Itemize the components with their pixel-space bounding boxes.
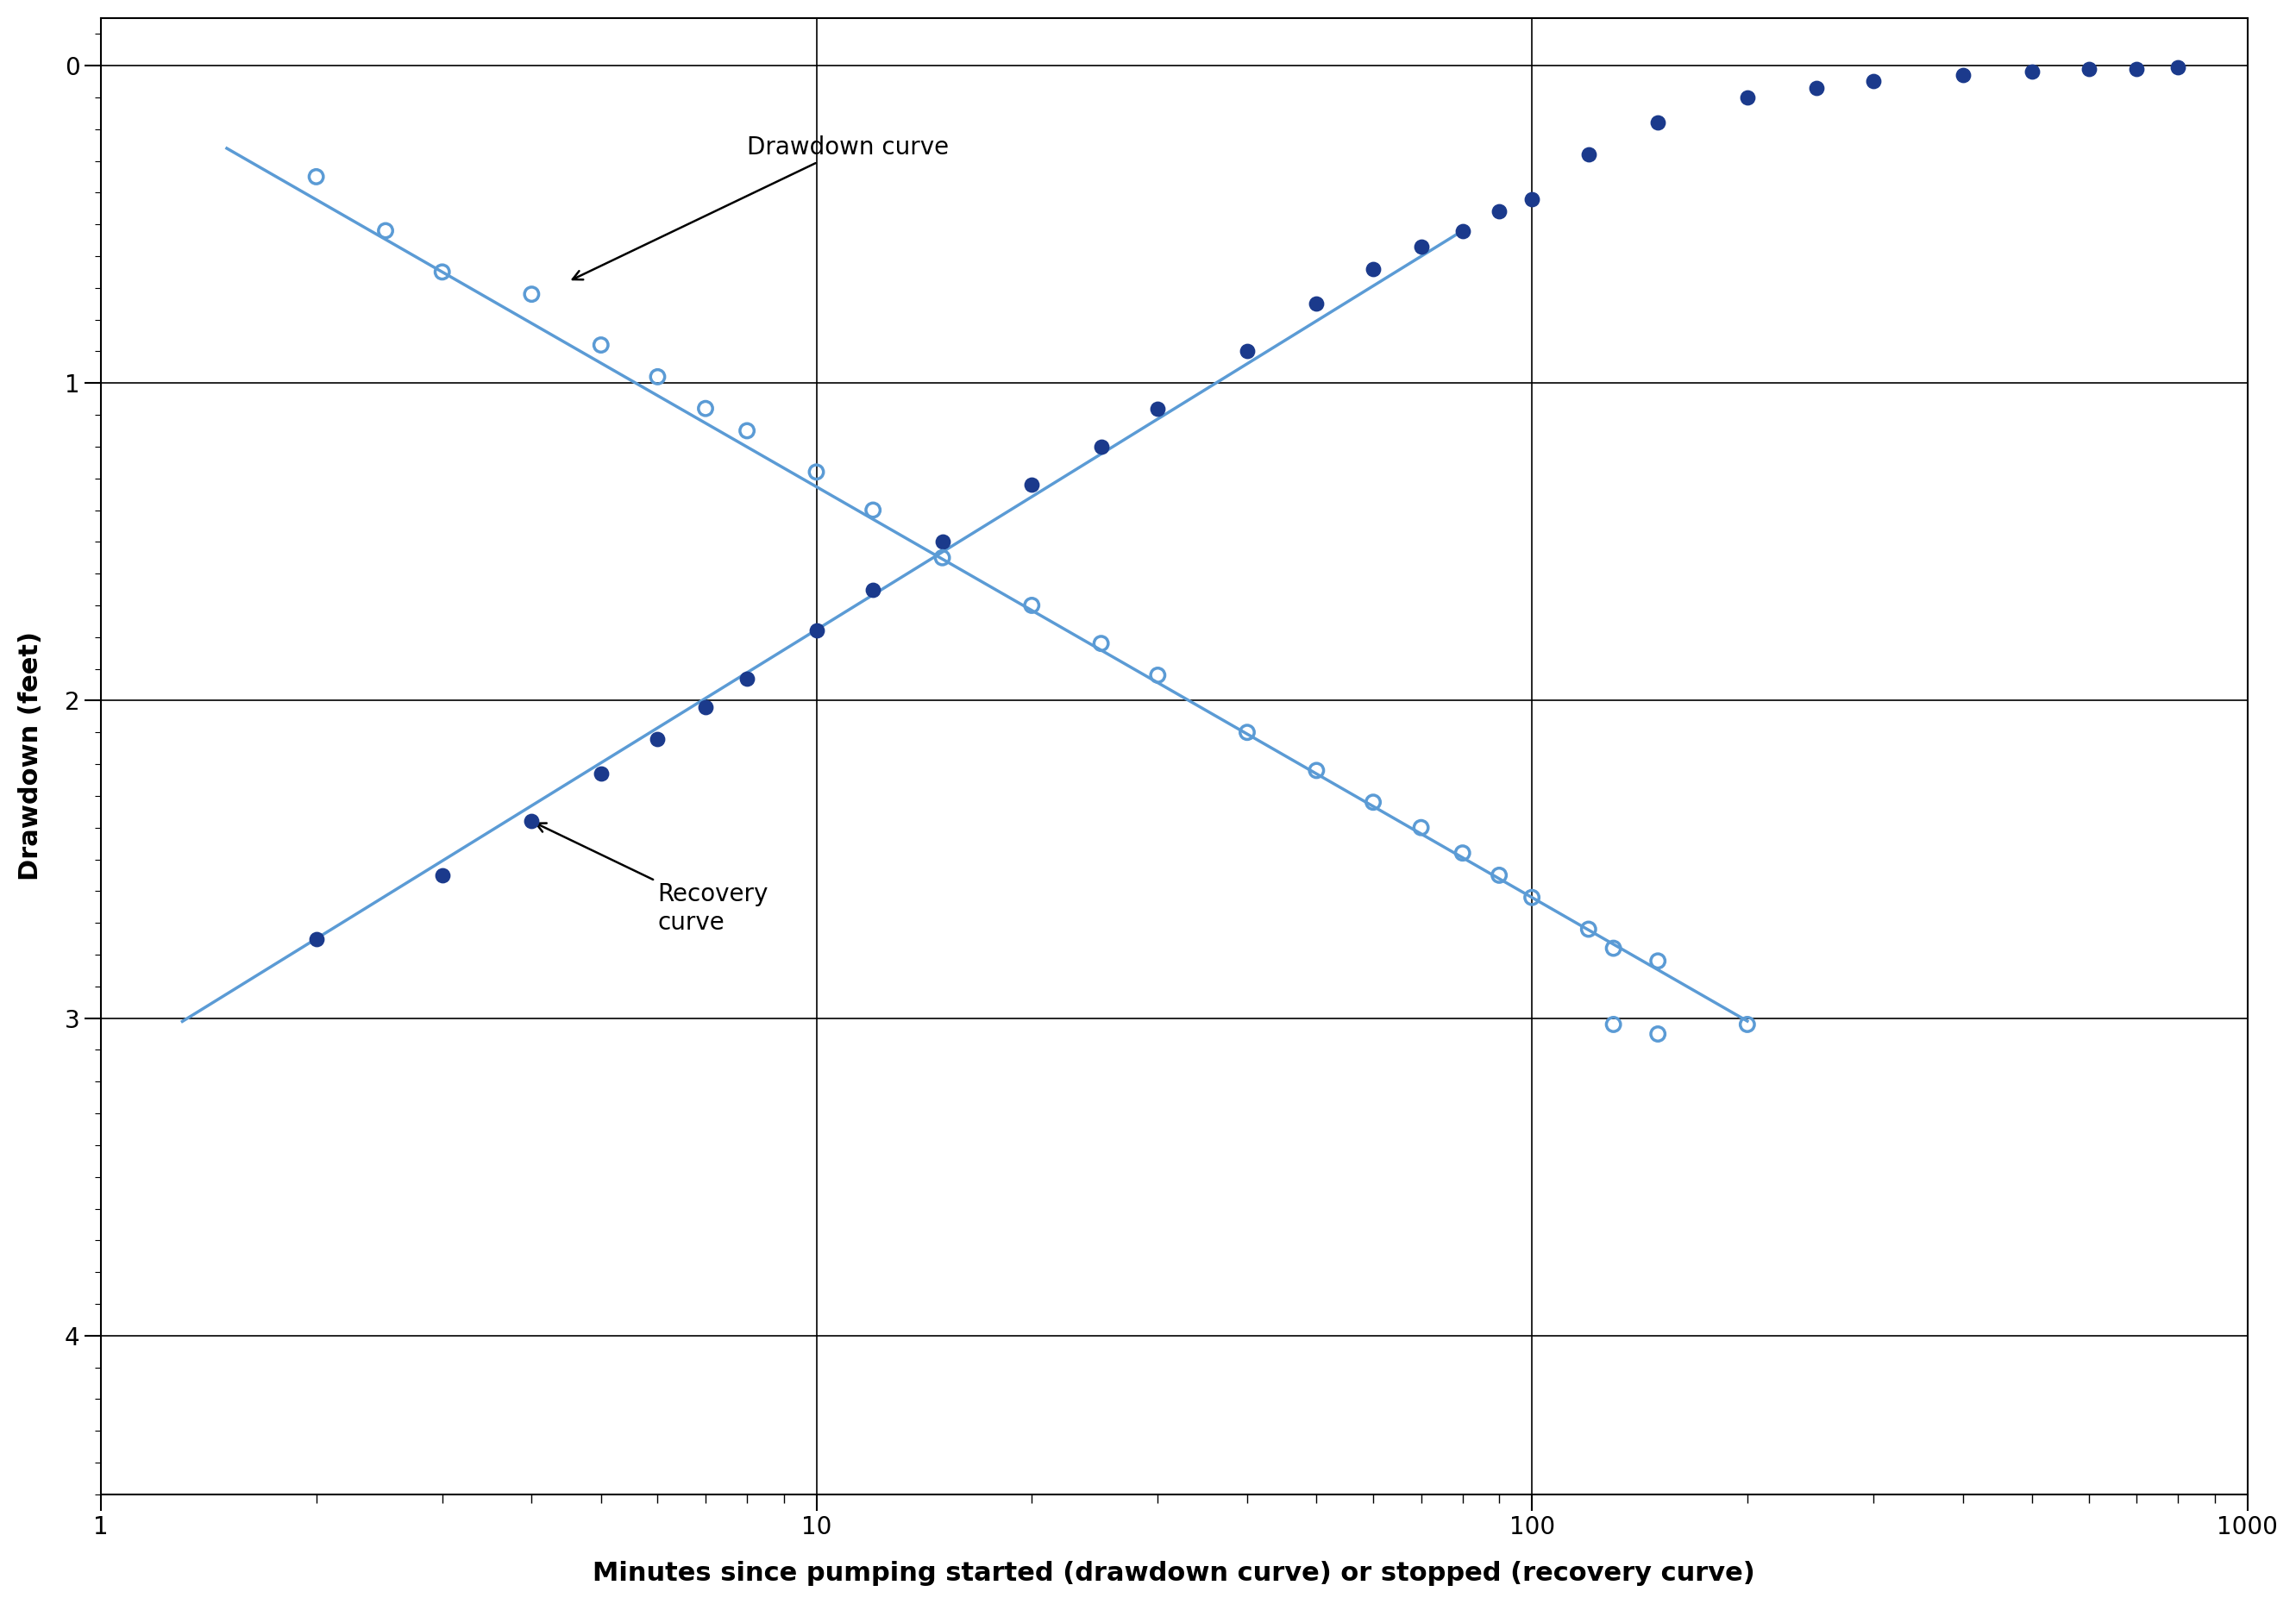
Text: Drawdown curve: Drawdown curve — [572, 135, 948, 279]
Point — [1855, 69, 1892, 95]
Point — [425, 863, 461, 889]
Point — [2119, 56, 2156, 82]
Point — [298, 164, 335, 189]
Point — [1639, 111, 1676, 136]
Point — [1729, 85, 1766, 111]
Point — [2161, 55, 2197, 80]
X-axis label: Minutes since pumping started (drawdown curve) or stopped (recovery curve): Minutes since pumping started (drawdown … — [592, 1561, 1756, 1586]
Point — [1297, 757, 1334, 783]
Point — [923, 529, 960, 555]
Point — [2071, 56, 2108, 82]
Point — [1139, 662, 1176, 688]
Point — [367, 218, 404, 244]
Point — [854, 577, 891, 603]
Point — [514, 808, 551, 834]
Point — [1513, 186, 1550, 212]
Point — [1355, 789, 1391, 815]
Point — [1139, 396, 1176, 422]
Point — [1639, 948, 1676, 974]
Point — [2014, 59, 2050, 85]
Point — [687, 396, 723, 422]
Point — [1084, 630, 1120, 656]
Point — [1403, 234, 1440, 260]
Point — [799, 618, 836, 643]
Text: Recovery
curve: Recovery curve — [535, 823, 769, 935]
Point — [298, 926, 335, 951]
Point — [583, 760, 620, 786]
Point — [728, 666, 765, 691]
Point — [1297, 290, 1334, 316]
Point — [1444, 840, 1481, 866]
Point — [1570, 141, 1607, 167]
Point — [1403, 815, 1440, 840]
Point — [1596, 1012, 1632, 1038]
Point — [425, 260, 461, 286]
Point — [1513, 885, 1550, 911]
Point — [1444, 218, 1481, 244]
Point — [514, 281, 551, 306]
Point — [1084, 433, 1120, 459]
Point — [1013, 472, 1049, 497]
Y-axis label: Drawdown (feet): Drawdown (feet) — [18, 632, 44, 881]
Point — [1798, 75, 1835, 101]
Point — [583, 332, 620, 358]
Point — [1228, 338, 1265, 364]
Point — [1945, 63, 1981, 88]
Point — [799, 459, 836, 484]
Point — [1729, 1012, 1766, 1038]
Point — [1481, 863, 1518, 889]
Point — [638, 364, 675, 390]
Point — [728, 419, 765, 444]
Point — [1355, 257, 1391, 282]
Point — [1013, 592, 1049, 618]
Point — [638, 727, 675, 752]
Point — [923, 545, 960, 571]
Point — [1639, 1022, 1676, 1047]
Point — [687, 695, 723, 720]
Point — [1570, 916, 1607, 942]
Point — [1228, 720, 1265, 746]
Point — [1481, 199, 1518, 225]
Point — [854, 497, 891, 523]
Point — [1596, 935, 1632, 961]
